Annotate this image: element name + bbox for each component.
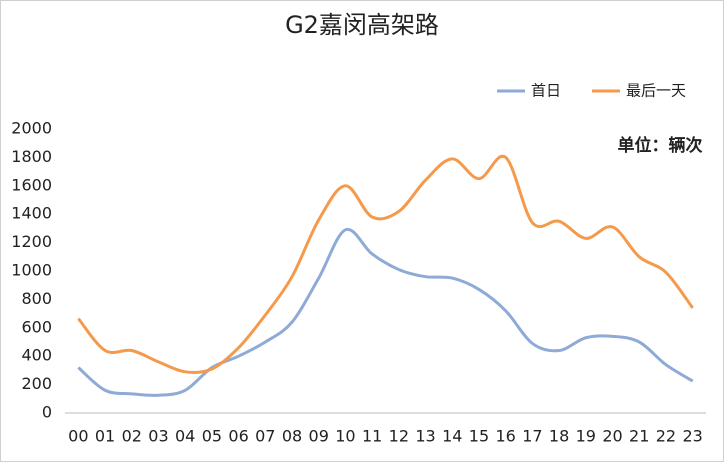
y-tick-label: 1600 — [11, 175, 52, 194]
x-tick-label: 09 — [309, 427, 329, 446]
y-tick-label: 200 — [21, 374, 52, 393]
y-tick-label: 1800 — [11, 147, 52, 166]
x-tick-label: 05 — [202, 427, 222, 446]
y-tick-label: 1200 — [11, 232, 52, 251]
y-tick-label: 600 — [21, 317, 52, 336]
x-tick-label: 23 — [682, 427, 702, 446]
x-tick-label: 15 — [469, 427, 489, 446]
x-tick-label: 22 — [656, 427, 676, 446]
x-tick-label: 18 — [549, 427, 569, 446]
x-tick-label: 17 — [522, 427, 542, 446]
x-tick-label: 19 — [576, 427, 596, 446]
x-tick-label: 13 — [415, 427, 435, 446]
x-tick-label: 01 — [95, 427, 115, 446]
legend-label: 最后一天 — [626, 82, 686, 100]
x-tick-label: 07 — [255, 427, 275, 446]
x-tick-label: 12 — [389, 427, 409, 446]
x-tick-label: 03 — [148, 427, 168, 446]
x-tick-label: 10 — [335, 427, 355, 446]
x-tick-label: 11 — [362, 427, 382, 446]
x-tick-label: 04 — [175, 427, 195, 446]
y-tick-label: 1000 — [11, 261, 52, 280]
x-tick-label: 00 — [68, 427, 88, 446]
y-tick-label: 1400 — [11, 204, 52, 223]
x-tick-label: 16 — [496, 427, 516, 446]
legend-label: 首日 — [531, 82, 561, 100]
unit-annotation: 单位：辆次 — [618, 135, 703, 156]
y-tick-label: 800 — [21, 289, 52, 308]
y-tick-label: 0 — [42, 403, 52, 422]
x-tick-label: 06 — [228, 427, 248, 446]
line-series — [77, 227, 694, 397]
x-tick-label: 02 — [122, 427, 142, 446]
line-series — [77, 154, 694, 375]
x-tick-label: 20 — [602, 427, 622, 446]
x-tick-label: 14 — [442, 427, 462, 446]
y-tick-label: 400 — [21, 346, 52, 365]
x-tick-label: 08 — [282, 427, 302, 446]
x-tick-label: 21 — [629, 427, 649, 446]
y-tick-label: 2000 — [11, 119, 52, 138]
chart-title: G2嘉闵高架路 — [285, 11, 439, 39]
